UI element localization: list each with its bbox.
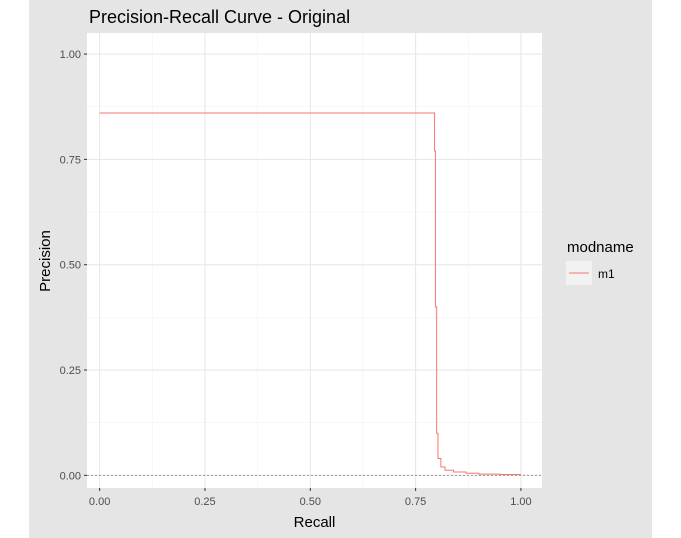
y-axis-title: Precision bbox=[37, 230, 54, 292]
y-tick-label: 1.00 bbox=[60, 49, 81, 61]
y-tick-label: 0.25 bbox=[60, 365, 81, 377]
legend-label-m1: m1 bbox=[598, 267, 615, 281]
x-tick-labels: 0.00 0.25 0.50 0.75 1.00 bbox=[89, 488, 532, 508]
y-tick-label: 0.00 bbox=[60, 470, 81, 482]
grid-lines bbox=[87, 33, 542, 488]
x-tick-label: 0.00 bbox=[89, 496, 110, 508]
x-tick-label: 1.00 bbox=[510, 496, 531, 508]
legend-title: modname bbox=[567, 239, 634, 256]
x-axis-title: Recall bbox=[294, 514, 336, 531]
y-tick-label: 0.50 bbox=[60, 260, 81, 272]
plot-panel bbox=[87, 33, 542, 488]
series-line-m1 bbox=[99, 112, 521, 476]
y-tick-label: 0.75 bbox=[60, 154, 81, 166]
legend: modname m1 bbox=[566, 239, 634, 285]
x-tick-label: 0.50 bbox=[300, 496, 321, 508]
chart-title: Precision-Recall Curve - Original bbox=[89, 7, 350, 27]
x-tick-label: 0.75 bbox=[405, 496, 426, 508]
series-lines bbox=[99, 112, 521, 476]
x-tick-label: 0.25 bbox=[194, 496, 215, 508]
y-tick-labels: 0.00 0.25 0.50 0.75 1.00 bbox=[60, 49, 87, 482]
